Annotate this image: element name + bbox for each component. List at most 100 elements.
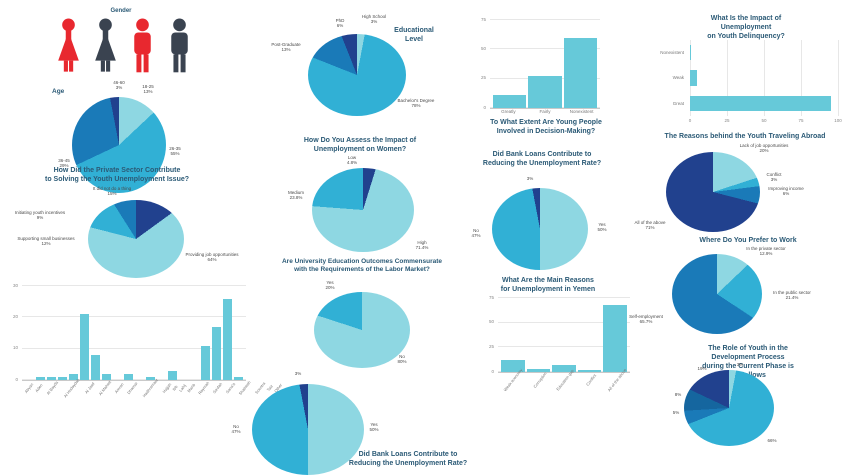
bar <box>690 70 698 86</box>
male-person-icon <box>126 17 159 74</box>
gridline <box>22 285 246 286</box>
youth-role-pie-chart <box>684 370 774 446</box>
bank-loans-bottom-title: Did Bank Loans Contribute to Reducing th… <box>348 451 468 468</box>
pie-label: 18-25 13% <box>142 84 154 95</box>
bar <box>603 304 627 372</box>
x-axis-label: Al Jawf <box>83 381 96 395</box>
gridline <box>801 40 802 116</box>
bar <box>577 370 602 372</box>
x-axis-tick: 25 <box>724 118 730 123</box>
bar <box>526 369 551 372</box>
x-axis-label: Al Mahwit <box>97 379 112 397</box>
y-axis-tick: 25 <box>480 75 486 81</box>
x-axis-label: Nonexistent <box>569 109 594 114</box>
x-axis-label: Hadhramaut <box>141 377 159 399</box>
bar <box>234 376 243 380</box>
x-axis-label: Socotra <box>253 380 266 395</box>
pie-label: High School 3% <box>361 14 387 25</box>
bar <box>124 373 133 380</box>
y-axis-tick: 0 <box>15 376 18 382</box>
pie-label: Yes 50% <box>369 422 379 433</box>
work-pref-pie-chart <box>672 254 762 334</box>
bar <box>47 376 56 380</box>
pie-label: Supporting small businesses 12% <box>17 236 75 247</box>
pie-label: 46-60 3% <box>113 80 125 91</box>
travel-title: The Reasons behind the Youth Traveling A… <box>664 133 826 140</box>
x-axis-tick: 75 <box>798 118 804 123</box>
bar <box>80 314 89 380</box>
pie-label: Lack of job opportunities 20% <box>739 143 789 154</box>
gridline <box>838 40 839 116</box>
bar-row: Weak <box>673 67 838 90</box>
bar <box>91 354 100 380</box>
y-axis-tick: 50 <box>488 319 494 325</box>
gridline <box>498 346 630 348</box>
bar <box>146 376 155 380</box>
bar <box>690 95 831 111</box>
x-axis-label: Conflict <box>584 373 597 387</box>
pie-label: 3% <box>736 362 744 367</box>
gender-title: Gender <box>110 8 132 14</box>
education-pie-chart <box>308 34 406 116</box>
bar-row <box>490 20 600 108</box>
education-title: Educational Level <box>394 27 434 44</box>
gridline <box>490 19 600 20</box>
x-axis-label: Lahij <box>177 383 187 393</box>
x-axis-label: Greatly <box>501 109 516 114</box>
gridline <box>498 321 630 323</box>
category-label: Weak <box>672 75 684 81</box>
female-person-icon <box>52 17 85 74</box>
gridline <box>498 297 630 298</box>
x-axis-label: Fairly <box>539 109 551 114</box>
bar-rows: Nonexistent Weak Great <box>660 40 838 116</box>
x-axis-label: Abyan <box>23 381 35 394</box>
x-axis-tick: 0 <box>688 118 692 123</box>
x-axis-label: Sa'dah <box>211 381 224 395</box>
bank-loans-title: Did Bank Loans Contribute to Reducing th… <box>482 151 602 168</box>
university-pie-chart <box>314 292 410 368</box>
decision-title: To What Extent Are Young People Involved… <box>490 119 602 136</box>
gender-pictogram <box>52 17 196 74</box>
pie-label: High 71.4% <box>415 240 429 251</box>
x-axis-labels: Greatly Fairly Nonexistent <box>490 109 600 115</box>
y-axis-tick: 30 <box>12 282 18 288</box>
decision-bar-chart: 0 25 50 75 Greatly Fairly Nonexistent <box>481 17 600 114</box>
bank-loans-bottom-pie-chart <box>252 384 364 475</box>
y-axis-tick: 0 <box>483 104 486 110</box>
pie-label: In the public sector 21.4% <box>773 290 811 301</box>
y-axis-tick: 25 <box>488 343 494 349</box>
female-person-icon <box>89 17 122 74</box>
pie-label: 19% <box>697 366 707 371</box>
y-axis-tick: 0 <box>491 368 494 374</box>
pie-label: 3% <box>526 176 534 181</box>
bar <box>212 326 221 380</box>
x-axis-tick: 100 <box>834 118 842 123</box>
x-axis-label: Amran <box>113 381 125 395</box>
pie-label: Yes 50% <box>597 222 607 233</box>
x-axis-labels: Abyan Aden Al Bayda Al Hudaydah Al Jawf Al Ma… <box>22 377 283 398</box>
bar-row: Great <box>673 92 838 115</box>
x-axis-labels: Weak economy Corruption Education gap Confl… <box>498 368 630 393</box>
pie-label: No 80% <box>397 354 407 365</box>
bar <box>563 37 597 108</box>
bar <box>69 373 78 380</box>
x-axis-label: Corruption <box>531 371 548 389</box>
pie-label: Yes 20% <box>325 280 335 291</box>
pie-label: In the private sector 12.9% <box>746 246 786 257</box>
x-axis-label: Dhamar <box>125 380 139 396</box>
category-label: Nonexistent <box>660 50 684 56</box>
bar <box>102 373 111 380</box>
pie-label: Improving income 6% <box>768 186 804 197</box>
x-axis-label: Education gap <box>555 368 575 392</box>
pie-label: Conflict 3% <box>766 172 782 183</box>
pie-label: 3% <box>294 371 302 376</box>
bar <box>528 76 562 108</box>
x-axis-label: Shabwah <box>237 379 252 397</box>
pie-label: 8% <box>674 392 682 397</box>
women-impact-title: How Do You Assess the Impact of Unemploy… <box>303 137 417 154</box>
travel-pie-chart <box>666 152 760 232</box>
bar <box>168 370 177 380</box>
bank-loans-pie-chart <box>492 188 588 270</box>
bar-row: Nonexistent <box>660 41 838 64</box>
